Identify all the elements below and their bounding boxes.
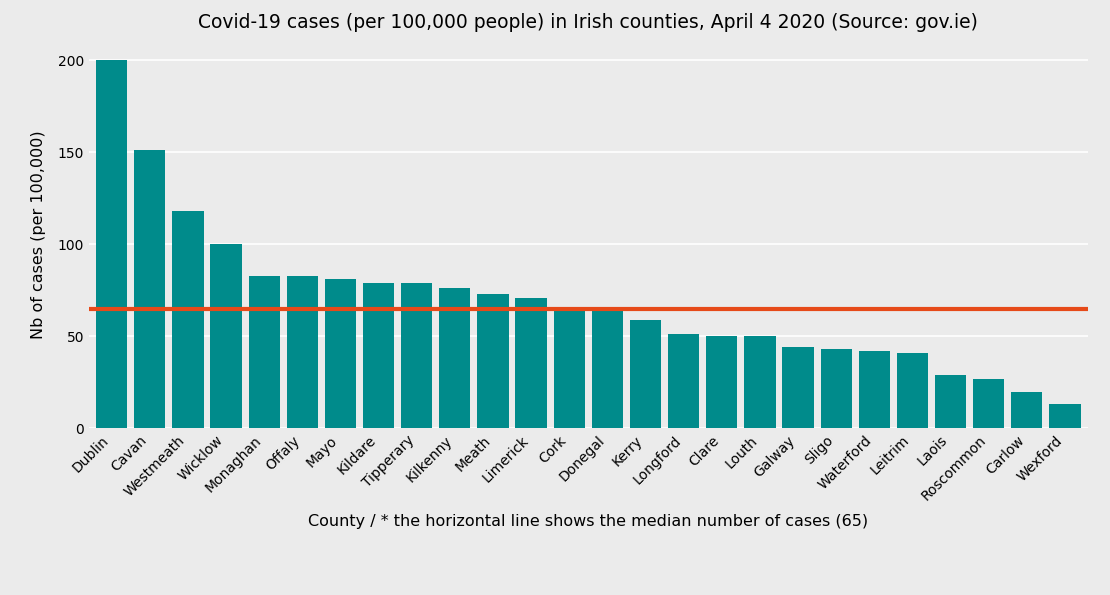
- Bar: [554, 309, 585, 428]
- Bar: [401, 283, 433, 428]
- Bar: [783, 347, 814, 428]
- Bar: [477, 294, 508, 428]
- Bar: [249, 275, 280, 428]
- Bar: [97, 60, 128, 428]
- Bar: [172, 211, 203, 428]
- Bar: [134, 151, 165, 428]
- Y-axis label: Nb of cases (per 100,000): Nb of cases (per 100,000): [31, 131, 47, 339]
- Bar: [935, 375, 966, 428]
- Bar: [706, 336, 737, 428]
- Bar: [592, 311, 623, 428]
- Bar: [668, 334, 699, 428]
- Bar: [744, 336, 776, 428]
- Bar: [1011, 392, 1042, 428]
- X-axis label: County / * the horizontal line shows the median number of cases (65): County / * the horizontal line shows the…: [309, 514, 868, 530]
- Bar: [820, 349, 851, 428]
- Title: Covid-19 cases (per 100,000 people) in Irish counties, April 4 2020 (Source: gov: Covid-19 cases (per 100,000 people) in I…: [199, 12, 978, 32]
- Bar: [286, 275, 317, 428]
- Bar: [973, 378, 1005, 428]
- Bar: [629, 320, 662, 428]
- Bar: [1049, 405, 1080, 428]
- Bar: [363, 283, 394, 428]
- Bar: [859, 351, 890, 428]
- Bar: [897, 353, 928, 428]
- Bar: [211, 244, 242, 428]
- Bar: [325, 279, 356, 428]
- Bar: [515, 298, 547, 428]
- Bar: [440, 289, 471, 428]
